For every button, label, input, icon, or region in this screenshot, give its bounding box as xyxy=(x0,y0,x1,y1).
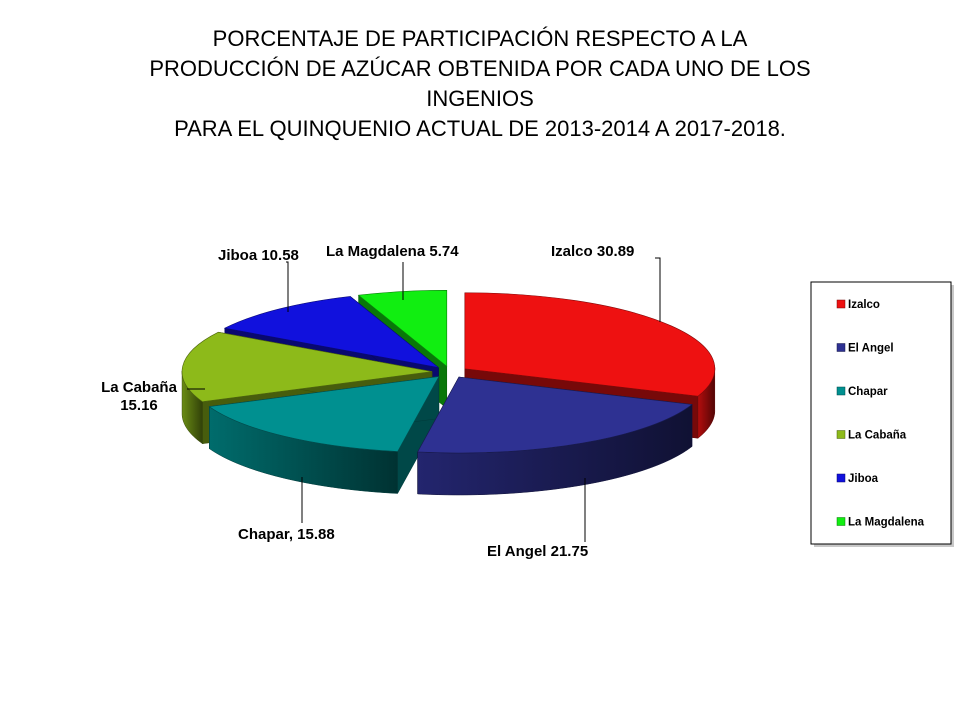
chart-title: PORCENTAJE DE PARTICIPACIÓN RESPECTO A L… xyxy=(0,24,960,144)
legend: Izalco El Angel Chapar La Cabaña Jiboa La Mag… xyxy=(810,281,954,547)
leader-line-jiboa xyxy=(286,261,289,312)
title-line-1: PORCENTAJE DE PARTICIPACIÓN RESPECTO A L… xyxy=(212,26,748,51)
legend-label-jiboa: Jiboa xyxy=(848,473,879,485)
data-label-chapar: Chapar, 15.88 xyxy=(238,526,335,543)
legend-label-chapar: Chapar xyxy=(848,386,888,398)
legend-swatch-izalco xyxy=(836,299,846,309)
data-label-line: Jiboa 10.58 xyxy=(218,247,299,264)
data-label-el-angel: El Angel 21.75 xyxy=(487,543,588,560)
legend-swatch-la-caba-a xyxy=(836,430,846,439)
title-line-4: PARA EL QUINQUENIO ACTUAL DE 2013-2014 A… xyxy=(174,116,786,141)
leader-line-izalco xyxy=(655,257,661,322)
data-label-line: Izalco 30.89 xyxy=(551,243,634,260)
legend-label-la-caba-a: La Cabaña xyxy=(848,430,907,442)
data-label-line: El Angel 21.75 xyxy=(487,543,588,560)
legend-label-la-magdalena: La Magdalena xyxy=(848,517,925,529)
pie-slices xyxy=(181,290,716,496)
data-labels: Izalco 30.89 El Angel 21.75 Chapar, 15.88 L… xyxy=(101,243,661,560)
data-label-izalco: Izalco 30.89 xyxy=(551,243,634,260)
data-label-line: La Cabaña xyxy=(101,379,178,396)
legend-label-el-angel: El Angel xyxy=(848,343,894,355)
data-label-la-magdalena: La Magdalena 5.74 xyxy=(326,243,459,260)
legend-swatch-el-angel xyxy=(836,343,846,352)
data-label-jiboa: Jiboa 10.58 xyxy=(218,247,299,264)
pie-slice-el-angel xyxy=(417,376,693,496)
data-label-line: La Magdalena 5.74 xyxy=(326,243,459,260)
legend-label-izalco: Izalco xyxy=(848,299,880,311)
title-line-3: INGENIOS xyxy=(426,86,534,111)
pie-slice-chapar xyxy=(208,376,440,494)
data-label-la-caba-a: La Cabaña 15.16 xyxy=(101,379,178,414)
title-line-2: PRODUCCIÓN DE AZÚCAR OBTENIDA POR CADA U… xyxy=(149,56,811,81)
legend-swatch-jiboa xyxy=(836,473,846,483)
data-label-line: Chapar, 15.88 xyxy=(238,526,335,543)
legend-swatch-la-magdalena xyxy=(836,517,846,526)
legend-box xyxy=(810,281,952,545)
data-label-line: 15.16 xyxy=(120,397,158,414)
legend-swatch-chapar xyxy=(836,386,846,396)
